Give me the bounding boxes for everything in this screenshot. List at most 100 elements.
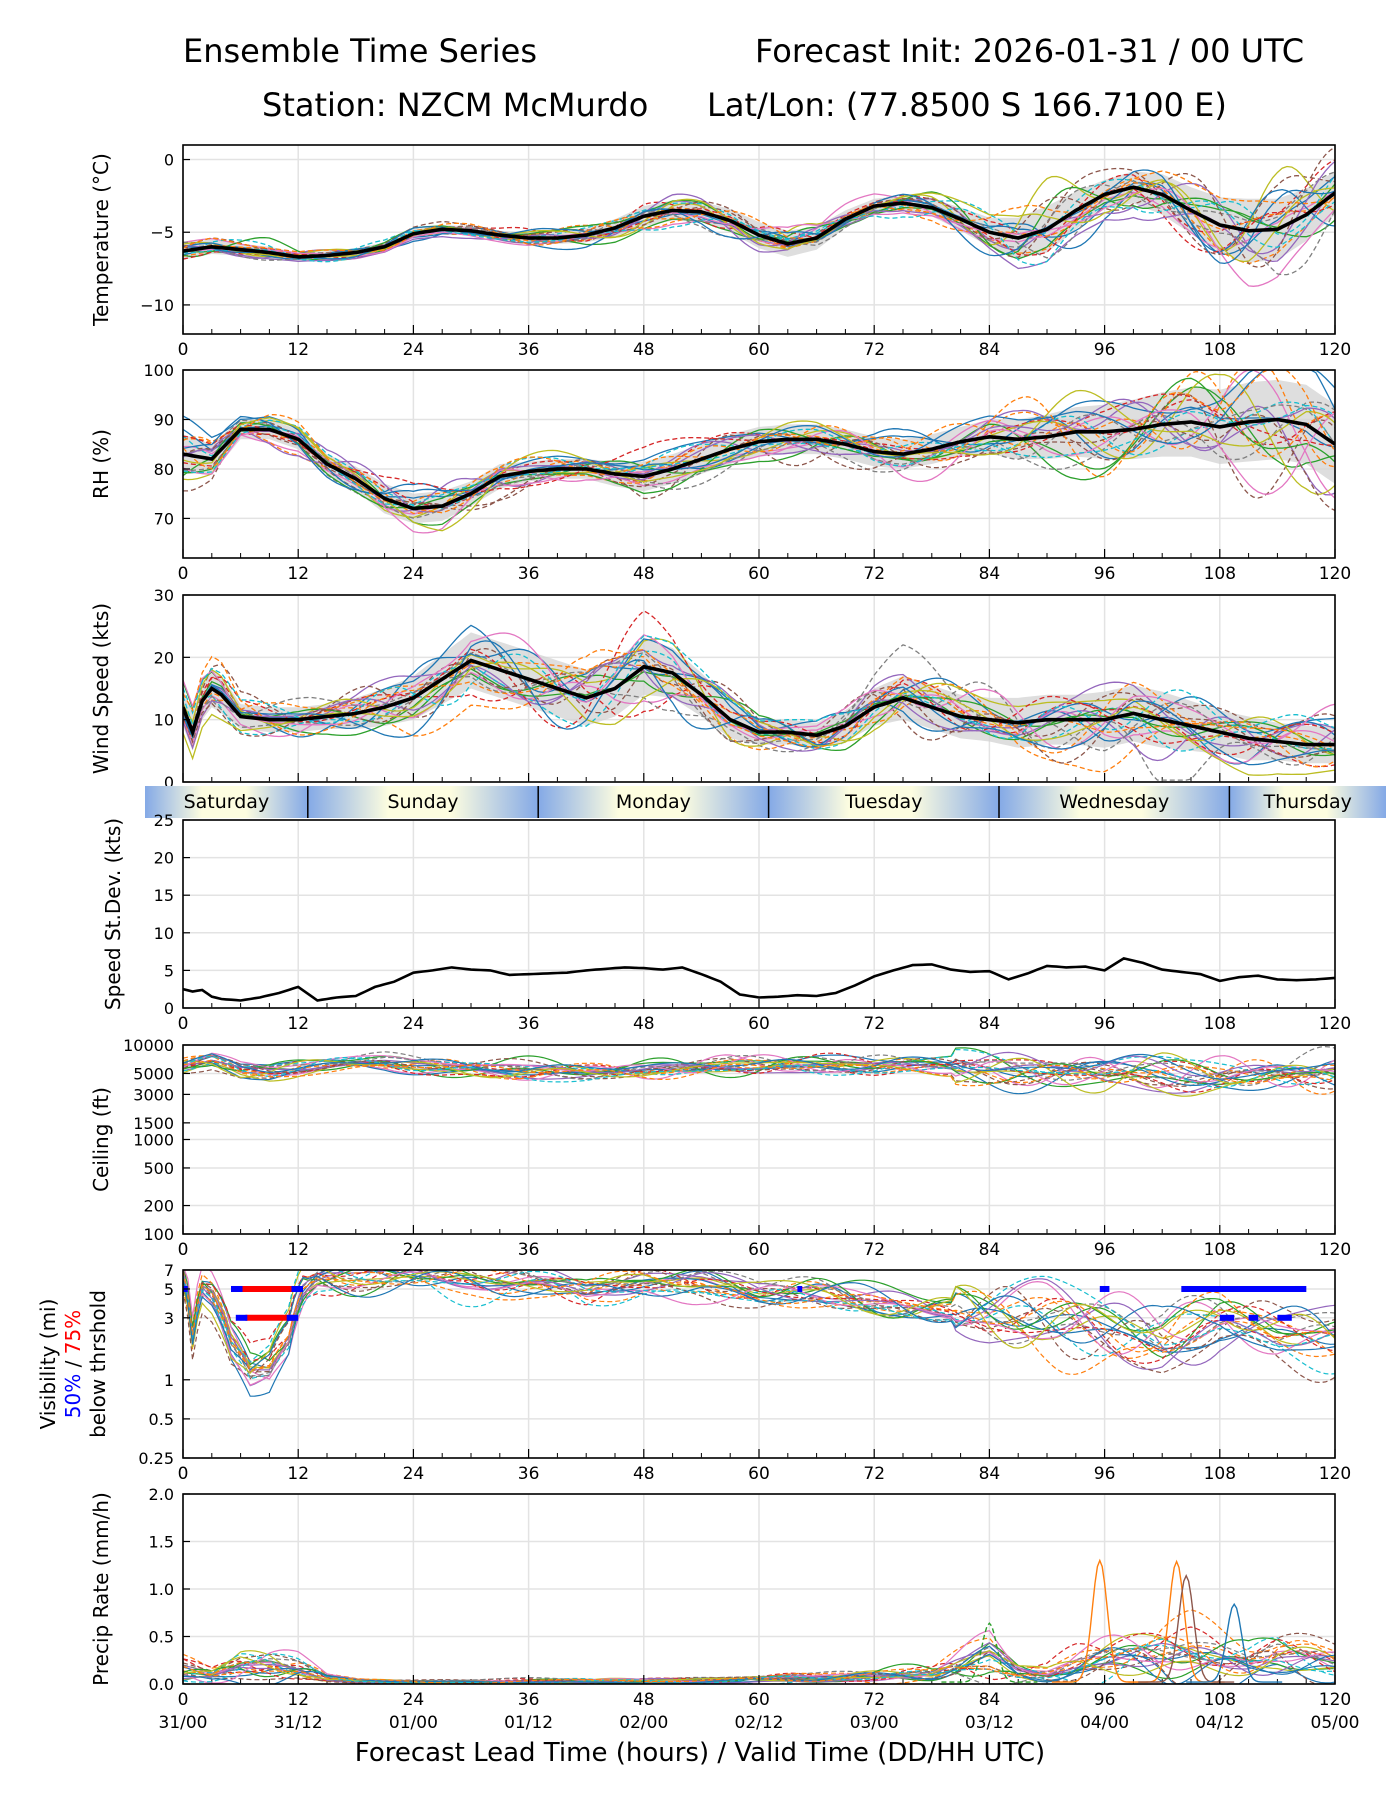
- ceil-ytick-label: 5000: [133, 1064, 174, 1083]
- vis-ylabel-pct: 50% / 75%: [61, 1310, 85, 1418]
- temp-member-line: [183, 174, 1335, 260]
- ceil-ytick-label: 1000: [133, 1131, 174, 1150]
- sd-line: [183, 957, 1335, 1002]
- wind-member-line: [183, 635, 1335, 739]
- vis-plot: [183, 1270, 1335, 1397]
- precip-ytick-label: 1.5: [149, 1533, 174, 1552]
- rh-ytick-label: 90: [154, 410, 174, 429]
- valid-time-label: 04/00: [1080, 1713, 1129, 1733]
- precip-xtick-label: 24: [403, 1690, 425, 1710]
- rh-xtick-label: 24: [403, 564, 425, 584]
- valid-time-label: 03/00: [850, 1713, 899, 1733]
- valid-time-label: 01/12: [504, 1713, 553, 1733]
- vis-member-line: [183, 1270, 1335, 1374]
- day-label: Monday: [616, 791, 691, 813]
- forecast-init: Forecast Init: 2026-01-31 / 00 UTC: [755, 32, 1305, 70]
- precip-xtick-label: 120: [1319, 1690, 1351, 1710]
- rh-xtick-label: 84: [979, 564, 1001, 584]
- ceil-xtick-label: 120: [1319, 1240, 1351, 1260]
- vis-xtick-label: 36: [518, 1464, 540, 1484]
- ceil-xtick-label: 96: [1094, 1240, 1116, 1260]
- x-axis-label: Forecast Lead Time (hours) / Valid Time …: [354, 1738, 1046, 1768]
- temp-ytick-label: 0: [164, 151, 174, 170]
- day-label: Thursday: [1263, 791, 1352, 813]
- precip-xtick-label: 60: [748, 1690, 770, 1710]
- wind-ytick-label: 0: [164, 773, 174, 792]
- vis-member-line: [183, 1270, 1335, 1371]
- vis-ylabel-sub: below thrshold: [86, 1290, 110, 1438]
- day-cell: [145, 786, 308, 818]
- panel-vis: 75 3 1 0.5 0.250 12 24 36 48 60 72 84 96 108 120 Visibi…: [36, 1261, 1351, 1484]
- day-label: Wednesday: [1059, 791, 1169, 813]
- day-label: Sunday: [387, 791, 458, 813]
- ceil-member-line: [183, 1054, 1335, 1084]
- ceil-member-line: [183, 1055, 1335, 1086]
- temp-xtick-label: 36: [518, 340, 540, 360]
- day-cell: [1229, 786, 1386, 818]
- rh-mean-line: [183, 417, 1335, 511]
- sd-ylabel: Speed St.Dev. (kts): [101, 818, 125, 1010]
- rh-xtick-label: 0: [178, 564, 189, 584]
- precip-xtick-label: 84: [979, 1690, 1001, 1710]
- temp-mean-line: [183, 185, 1335, 259]
- vis-xtick-label: 96: [1094, 1464, 1116, 1484]
- wind-member-line: [183, 647, 1335, 741]
- valid-time-label: 02/12: [735, 1713, 784, 1733]
- sd-ytick-label: 15: [154, 886, 174, 905]
- vis-member-line: [183, 1270, 1335, 1366]
- panel-rh: 100 90 80 70 0 12 24 36 48 60 72 84 96 108 120 RH (%): [89, 361, 1351, 584]
- valid-time-label: 05/00: [1311, 1713, 1360, 1733]
- temp-xtick-label: 120: [1319, 340, 1351, 360]
- precip-xtick-label: 0: [178, 1690, 189, 1710]
- wind-ylabel: Wind Speed (kts): [89, 603, 113, 774]
- valid-time-label: 01/00: [389, 1713, 438, 1733]
- ceil-plot: [183, 1045, 1335, 1097]
- vis-member-line: [183, 1270, 1335, 1384]
- ceil-xtick-label: 108: [1204, 1240, 1236, 1260]
- vis-xtick-label: 108: [1204, 1464, 1236, 1484]
- rh-ytick-label: 100: [143, 361, 174, 380]
- temp-xtick-label: 0: [178, 340, 189, 360]
- sd-xtick-label: 72: [863, 1014, 885, 1034]
- vis-member-line: [183, 1270, 1335, 1362]
- ceil-member-line: [183, 1045, 1335, 1086]
- sd-grid: [182, 819, 1336, 1009]
- temp-ylabel: Temperature (°C): [89, 153, 113, 327]
- vis-xtick-label: 0: [178, 1464, 189, 1484]
- precip-member-line: [183, 1644, 1335, 1684]
- rh-xtick-label: 36: [518, 564, 540, 584]
- temp-spread-band: [183, 171, 1335, 263]
- rh-ytick-label: 70: [154, 509, 174, 528]
- day-label: Saturday: [184, 791, 270, 813]
- precip-xtick-label: 96: [1094, 1690, 1116, 1710]
- wind-ytick-label: 20: [154, 648, 174, 667]
- rh-member-line: [183, 401, 1335, 509]
- panel-sd: 0 5 10 15 20 25 0 12 24 36 48 60 72 84 96 108 120 Speed S…: [101, 811, 1351, 1034]
- wind-member-line: [183, 662, 1335, 762]
- temp-ytick-label: −5: [150, 223, 174, 242]
- wind-ytick-label: 30: [154, 586, 174, 605]
- precip-peak-line: [1186, 1602, 1283, 1683]
- temp-xtick-label: 24: [403, 340, 425, 360]
- vis-xtick-label: 84: [979, 1464, 1001, 1484]
- precip-xtick-label: 12: [287, 1690, 309, 1710]
- panel-wind: 010203001224364860728496108120Wind Speed…: [89, 586, 1351, 808]
- sd-ytick-label: 0: [164, 999, 174, 1018]
- day-cell: [538, 786, 769, 818]
- precip-peak-line: [1138, 1573, 1235, 1683]
- valid-time-label: 03/12: [965, 1713, 1014, 1733]
- vis-member-line: [183, 1271, 1335, 1386]
- rh-xtick-label: 12: [287, 564, 309, 584]
- ceil-ytick-label: 200: [143, 1197, 174, 1216]
- precip-member-line: [183, 1632, 1335, 1684]
- day-band: Saturday Sunday Monday Tuesday Wednesday Thur…: [145, 786, 1386, 818]
- vis-member-line: [183, 1270, 1335, 1397]
- sd-ytick-label: 25: [154, 811, 174, 830]
- rh-ytick-label: 80: [154, 460, 174, 479]
- valid-time-label: 31/00: [159, 1713, 208, 1733]
- vis-xtick-label: 72: [863, 1464, 885, 1484]
- sd-ytick-label: 20: [154, 849, 174, 868]
- vis-xtick-label: 12: [287, 1464, 309, 1484]
- temp-member-line: [183, 146, 1335, 268]
